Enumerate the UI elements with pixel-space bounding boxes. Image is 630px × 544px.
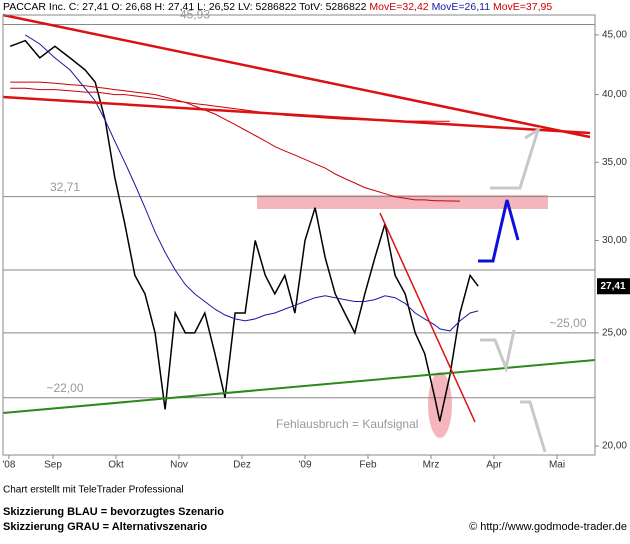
- level-label: ~25,00: [549, 316, 586, 330]
- level-label: 32,71: [50, 180, 80, 194]
- x-tick-label: Nov: [170, 460, 188, 471]
- trend-line: [2, 95, 591, 135]
- chart-header: PACCAR Inc. C: 27,41 O: 26,68 H: 27,41 L…: [3, 1, 552, 13]
- y-tick-label: 25,00: [602, 328, 627, 339]
- breakout-zone: [428, 372, 452, 438]
- annotation: Fehlausbruch = Kaufsignal: [276, 417, 418, 431]
- support-line: [2, 359, 596, 414]
- legend-entry: MovE=32,42: [369, 1, 428, 13]
- trend-line: [2, 13, 591, 139]
- y-tick-label: 30,00: [602, 235, 627, 246]
- x-tick-label: Mrz: [423, 460, 440, 471]
- level-label: 45,93: [180, 8, 210, 22]
- grey-scenario: [480, 329, 516, 374]
- trend-line: [379, 212, 476, 423]
- footer-source: © http://www.godmode-trader.de: [469, 521, 627, 533]
- grey-scenario: [520, 400, 547, 453]
- grey-scenario: [490, 126, 541, 190]
- footer-legend: Skizzierung GRAU = Alternativszenario: [3, 521, 207, 533]
- x-tick-label: Dez: [233, 460, 251, 471]
- resistance-zone: [257, 195, 548, 209]
- legend-entry: MovE=26,11: [432, 1, 491, 13]
- header-quote: PACCAR Inc. C: 27,41 O: 26,68 H: 27,41 L…: [3, 1, 367, 13]
- x-tick-label: Mai: [549, 460, 565, 471]
- last-price-box: [597, 278, 630, 295]
- blue-scenario: [478, 199, 520, 263]
- price-line: [10, 81, 461, 202]
- footer-credit: Chart erstellt mit TeleTrader Profession…: [3, 485, 184, 496]
- x-tick-label: Sep: [44, 460, 62, 471]
- price-line: [9, 39, 479, 422]
- x-tick-label: Okt: [108, 460, 124, 471]
- y-tick-label: 35,00: [602, 157, 627, 168]
- footer-legend: Skizzierung BLAU = bevorzugtes Szenario: [3, 506, 224, 518]
- y-tick-label: 40,00: [602, 89, 627, 100]
- x-tick-label: '09: [298, 460, 311, 471]
- y-tick-label: 45,00: [602, 30, 627, 41]
- x-tick-label: Apr: [486, 460, 502, 471]
- legend-entry: MovE=37,95: [493, 1, 552, 13]
- plot-frame: [2, 14, 596, 456]
- x-tick-label: '08: [2, 460, 15, 471]
- price-line: [25, 34, 479, 332]
- x-tick-label: Feb: [359, 460, 377, 471]
- level-label: ~22,00: [46, 381, 83, 395]
- last-price-label: 27,41: [600, 281, 625, 292]
- y-tick-label: 20,00: [602, 441, 627, 452]
